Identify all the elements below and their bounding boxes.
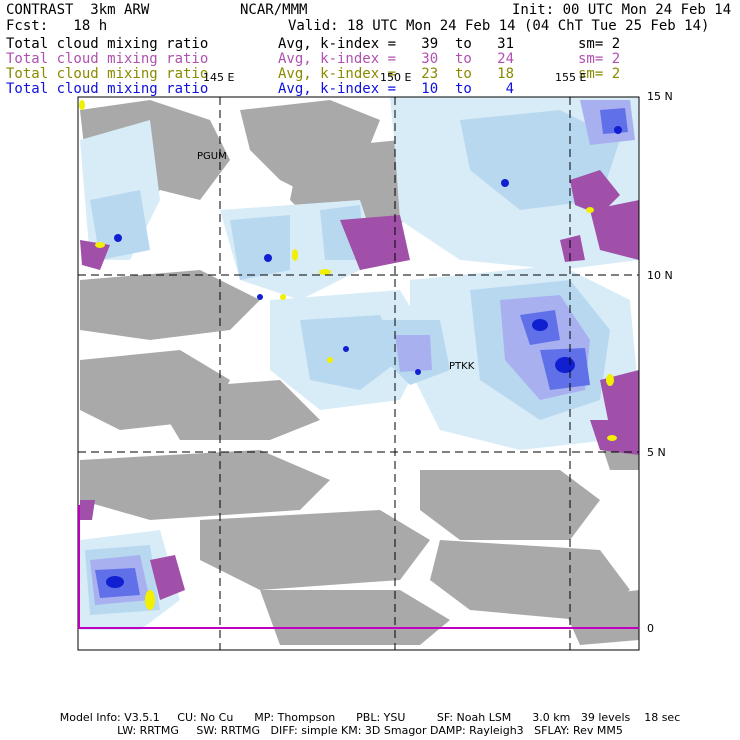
purple-cloud-field	[80, 170, 639, 600]
lon-label-155e: 155 E	[555, 71, 587, 84]
yellow-cloud-field	[79, 100, 617, 610]
lat-label-5n: 5 N	[647, 446, 666, 459]
legend-smooth-3: sm= 2	[578, 66, 621, 82]
lat-label-15n: 15 N	[647, 90, 673, 103]
lat-label-10n: 10 N	[647, 269, 673, 282]
legend-stat-3: Avg, k-index = 23 to 18	[278, 66, 515, 82]
legend-stat-2: Avg, k-index = 30 to 24	[278, 51, 515, 67]
legend-field-3: Total cloud mixing ratio	[6, 66, 209, 82]
legend-stat-4: Avg, k-index = 10 to 4	[278, 81, 515, 97]
dark-blue-cloud-cores	[106, 126, 622, 588]
center-title: NCAR/MMM	[240, 2, 308, 18]
init-time: Init: 00 UTC Mon 24 Feb 14	[512, 2, 732, 18]
model-info-line-2: LW: RRTMG SW: RRTMG DIFF: simple KM: 3D …	[117, 724, 623, 737]
model-info-line-1: Model Info: V3.5.1 CU: No Cu MP: Thompso…	[59, 711, 681, 724]
lon-label-150e: 150 E	[380, 71, 412, 84]
legend-field-4: Total cloud mixing ratio	[6, 81, 209, 97]
legend-stat-1: Avg, k-index = 39 to 31	[278, 36, 515, 52]
lat-lon-grid	[78, 96, 639, 650]
legend-field-1: Total cloud mixing ratio	[6, 36, 209, 52]
station-label-ptkk: PTKK	[449, 361, 475, 372]
legend-field-2: Total cloud mixing ratio	[6, 51, 209, 67]
model-title: CONTRAST 3km ARW	[6, 2, 150, 18]
gray-cloud-field	[80, 100, 639, 645]
forecast-hour: Fcst: 18 h	[6, 18, 108, 34]
lon-label-145e: 145 E	[203, 71, 235, 84]
lat-label-equator: 0	[647, 622, 654, 635]
legend-smooth-2: sm= 2	[578, 51, 621, 67]
legend-smooth-1: sm= 2	[578, 36, 621, 52]
valid-time: Valid: 18 UTC Mon 24 Feb 14 (04 ChT Tue …	[288, 18, 710, 34]
station-label-pgum: PGUM	[197, 151, 227, 162]
